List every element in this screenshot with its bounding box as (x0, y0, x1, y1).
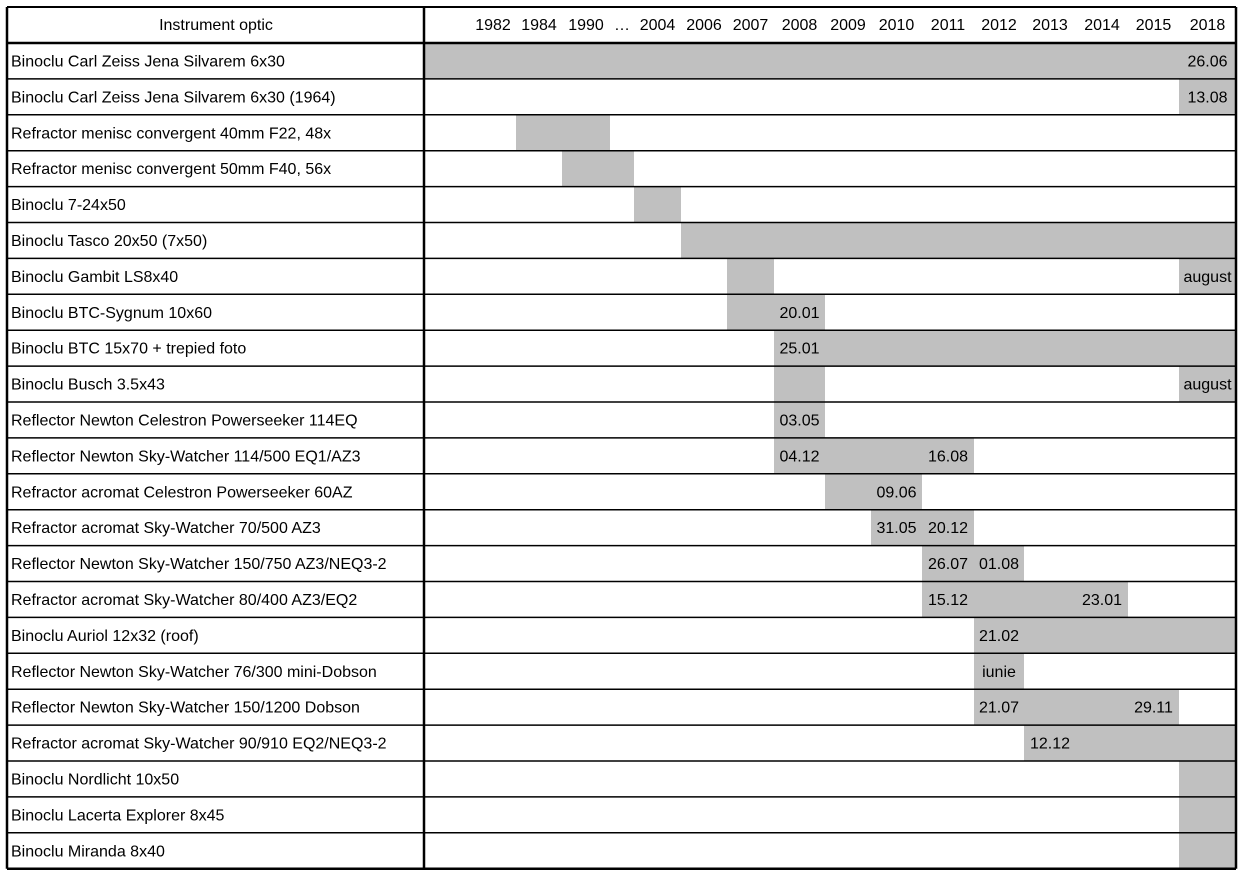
timeline-bar (1179, 78, 1236, 115)
timeline-bar (974, 617, 1236, 654)
date-label: iunie (982, 664, 1016, 681)
instrument-name: Refractor acromat Sky-Watcher 70/500 AZ3 (11, 520, 321, 537)
instrument-name: Binoclu Carl Zeiss Jena Silvarem 6x30 (1… (11, 89, 336, 106)
timeline-bar (424, 43, 1236, 79)
instrument-name: Reflector Newton Sky-Watcher 76/300 mini… (11, 664, 377, 681)
instrument-name: Refractor menisc convergent 40mm F22, 48… (11, 125, 331, 142)
timeline-bar (727, 294, 825, 331)
timeline-bar (922, 545, 1024, 582)
column-header: 1990 (568, 17, 604, 34)
date-label: 03.05 (779, 412, 819, 429)
date-label: 31.05 (876, 520, 916, 537)
instrument-name: Refractor menisc convergent 50mm F40, 56… (11, 161, 331, 178)
column-header: 1984 (521, 17, 557, 34)
instrument-name: Reflector Newton Sky-Watcher 150/1200 Do… (11, 700, 360, 717)
timeline-bar (516, 114, 610, 151)
timeline-bar (974, 653, 1024, 690)
instrument-name: Binoclu Tasco 20x50 (7x50) (11, 233, 207, 250)
column-header: 2013 (1032, 17, 1068, 34)
instrument-name: Binoclu Gambit LS8x40 (11, 269, 178, 286)
timeline-bar (774, 330, 1236, 367)
date-label: 29.11 (1134, 700, 1173, 717)
instrument-name: Binoclu Lacerta Explorer 8x45 (11, 807, 225, 824)
date-label: 21.02 (979, 628, 1019, 645)
date-label: 21.07 (979, 700, 1019, 717)
bars-layer (424, 43, 1236, 869)
timeline-bar (922, 581, 1128, 618)
column-header: 2004 (640, 17, 676, 34)
timeline-bar (1024, 725, 1236, 761)
date-label: 01.08 (979, 556, 1019, 573)
date-label: august (1183, 377, 1232, 394)
timeline-bar (774, 402, 825, 438)
column-header: 2014 (1084, 17, 1120, 34)
timeline-bar (974, 689, 1179, 726)
timeline-bar (562, 150, 634, 187)
instrument-name: Binoclu Nordlicht 10x50 (11, 771, 179, 788)
timeline-bar (825, 473, 922, 510)
timeline-bar (1179, 761, 1236, 797)
header-instrument-label: Instrument optic (159, 17, 273, 34)
timeline-bar (774, 366, 825, 402)
instrument-name: Refractor acromat Sky-Watcher 80/400 AZ3… (11, 592, 357, 609)
instrument-name: Binoclu Carl Zeiss Jena Silvarem 6x30 (11, 53, 285, 70)
date-label: 09.06 (876, 484, 916, 501)
date-label: 20.12 (928, 520, 968, 537)
timeline-bar (1179, 366, 1236, 402)
date-label: 12.12 (1030, 736, 1070, 753)
column-header: 2006 (686, 17, 722, 34)
timeline-bar (871, 509, 974, 546)
date-label: 23.01 (1082, 592, 1122, 609)
date-label: august (1183, 269, 1232, 286)
date-label: 25.01 (779, 341, 819, 358)
timeline-bar (634, 186, 681, 223)
date-label: 16.08 (928, 448, 968, 465)
date-label: 15.12 (928, 592, 968, 609)
instrument-name: Binoclu BTC 15x70 + trepied foto (11, 341, 246, 358)
column-header: 2015 (1136, 17, 1172, 34)
column-header: 2007 (733, 17, 769, 34)
instrument-name: Binoclu 7-24x50 (11, 197, 126, 214)
grid-layer (5, 6, 1238, 870)
instrument-name: Reflector Newton Sky-Watcher 150/750 AZ3… (11, 556, 387, 573)
column-header: 2008 (782, 17, 818, 34)
column-header: 1982 (475, 17, 511, 34)
timeline-bar (1179, 258, 1236, 295)
timeline-bar (1179, 796, 1236, 833)
column-header: 2011 (931, 17, 966, 34)
date-label: 26.06 (1187, 53, 1227, 70)
date-label: 20.01 (779, 305, 819, 322)
date-label: 04.12 (779, 448, 819, 465)
date-label: 26.07 (928, 556, 968, 573)
instrument-name: Refractor acromat Sky-Watcher 90/910 EQ2… (11, 736, 387, 753)
instrument-name: Reflector Newton Celestron Powerseeker 1… (11, 412, 358, 429)
timeline-bar (1179, 832, 1236, 869)
date-label: 13.08 (1187, 89, 1227, 106)
text-layer: Instrument optic 1982 1984 1990 … 2004 2006 20… (11, 17, 1232, 860)
timeline-bar (681, 222, 1236, 259)
column-header: 2012 (981, 17, 1017, 34)
instrument-name: Binoclu BTC-Sygnum 10x60 (11, 305, 212, 322)
timeline-bar (774, 437, 974, 474)
instrument-name: Binoclu Auriol 12x32 (roof) (11, 628, 199, 645)
instrument-name: Refractor acromat Celestron Powerseeker … (11, 484, 353, 501)
column-header: 2009 (830, 17, 866, 34)
instrument-name: Binoclu Miranda 8x40 (11, 843, 165, 860)
instrument-name: Binoclu Busch 3.5x43 (11, 377, 165, 394)
instrument-name: Reflector Newton Sky-Watcher 114/500 EQ1… (11, 448, 361, 465)
timeline-bar (727, 258, 774, 295)
column-header: 2018 (1190, 17, 1226, 34)
column-header: 2010 (879, 17, 915, 34)
column-header: … (614, 17, 630, 34)
